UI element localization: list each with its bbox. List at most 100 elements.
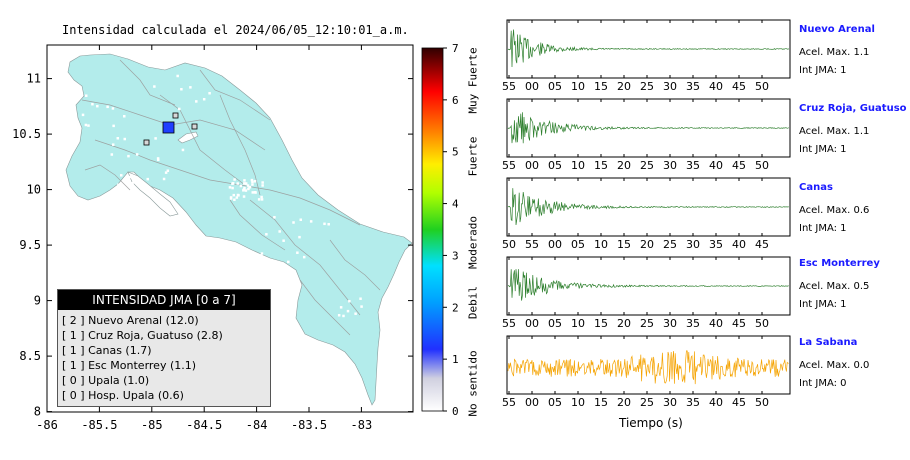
city-dot — [106, 105, 109, 109]
map-x-tick-label: -84 — [246, 418, 268, 432]
city-dot — [120, 174, 123, 177]
city-dot — [110, 153, 114, 156]
city-dot — [278, 230, 281, 233]
legend-row: [ 1 ] Esc Monterrey (1.1) — [62, 359, 197, 372]
time-tick-label: 50 — [502, 238, 516, 251]
city-dot — [232, 193, 236, 197]
city-dot — [251, 191, 255, 194]
colorbar-label-fuerte: Fuerte — [466, 136, 480, 177]
colorbar-label-no-sentido: No sentido — [466, 350, 480, 417]
city-dot — [111, 143, 115, 146]
colorbar-tick-label: 2 — [452, 301, 459, 314]
time-tick-label: 40 — [709, 317, 723, 330]
waveform-panel: 55 00 05 10 15 20 25 30 35 40 45 50 — [502, 335, 791, 409]
time-tick-label: 25 — [663, 238, 677, 251]
city-dot — [156, 158, 160, 162]
city-dot — [228, 186, 232, 189]
time-tick-label: 25 — [640, 159, 654, 172]
city-dot — [231, 186, 234, 190]
station-marker-canas[interactable] — [143, 139, 150, 146]
city-dot — [96, 104, 99, 108]
city-dot — [243, 182, 247, 185]
time-tick-label: 00 — [525, 317, 539, 330]
city-dot — [81, 113, 85, 117]
waveform-trace — [507, 29, 789, 68]
station-name-esc-monterrey: Esc Monterrey — [799, 258, 880, 269]
time-tick-label: 10 — [571, 396, 585, 409]
waveform-trace — [507, 112, 789, 144]
city-dot — [253, 191, 257, 194]
colorbar-tick-label: 0 — [452, 405, 459, 418]
colorbar — [421, 47, 444, 412]
time-tick-label: 35 — [686, 317, 700, 330]
time-tick-label: 45 — [755, 238, 769, 251]
time-tick-label: 45 — [732, 80, 746, 93]
time-tick-label: 00 — [525, 159, 539, 172]
waveform-trace — [507, 350, 789, 385]
city-dot — [242, 195, 246, 198]
city-dot — [178, 107, 181, 111]
city-dot — [231, 182, 235, 185]
time-tick-label: 00 — [525, 80, 539, 93]
city-dots — [81, 74, 363, 318]
colorbar-tick-label: 6 — [452, 94, 459, 107]
time-tick-label: 15 — [617, 238, 631, 251]
station-marker-cruz-roja[interactable] — [172, 112, 179, 119]
map-y-tick-label: 9.5 — [19, 238, 41, 252]
waveform-trace — [507, 188, 789, 226]
time-tick-label: 30 — [663, 80, 677, 93]
intensity-legend: INTENSIDAD JMA [0 a 7] [ 2 ] Nuevo Arena… — [57, 289, 271, 407]
time-tick-label: 20 — [617, 317, 631, 330]
time-tick-label: 25 — [640, 396, 654, 409]
city-dot — [248, 185, 252, 189]
map-y-tick-label: 8.5 — [19, 349, 41, 363]
city-dot — [260, 198, 264, 201]
time-tick-label: 30 — [663, 159, 677, 172]
time-tick-label: 50 — [755, 159, 769, 172]
city-dot — [339, 306, 343, 309]
time-tick-label: 10 — [571, 159, 585, 172]
time-tick-label: 45 — [732, 159, 746, 172]
time-tick-label: 20 — [617, 396, 631, 409]
station-jma: Int JMA: 1 — [799, 223, 847, 234]
city-dot — [128, 175, 131, 179]
station-marker-nuevo-arenal[interactable] — [162, 121, 175, 134]
city-dot — [261, 181, 264, 184]
city-dot — [348, 299, 351, 303]
station-jma: Int JMA: 0 — [799, 378, 847, 389]
city-dot — [154, 137, 157, 140]
time-tick-label: 40 — [709, 80, 723, 93]
city-dot — [180, 87, 183, 91]
city-dot — [166, 169, 170, 172]
time-tick-label: 35 — [686, 159, 700, 172]
map-x-tick-label: -84.5 — [186, 418, 222, 432]
time-tick-label: 05 — [548, 317, 562, 330]
time-tick-label: 20 — [617, 159, 631, 172]
city-dot — [208, 91, 211, 95]
city-dot — [250, 178, 254, 182]
city-dot — [87, 124, 90, 127]
time-tick-label: 35 — [686, 396, 700, 409]
city-dot — [257, 198, 261, 201]
time-tick-label: 55 — [502, 80, 516, 93]
city-dot — [282, 239, 285, 242]
map-x-tick-label: -85 — [141, 418, 163, 432]
colorbar-tick-label: 7 — [452, 42, 459, 55]
legend-row: [ 1 ] Cruz Roja, Guatuso (2.8) — [62, 329, 223, 342]
city-dot — [287, 260, 290, 264]
city-dot — [235, 196, 239, 199]
city-dot — [176, 74, 179, 78]
city-dot — [181, 148, 185, 152]
time-tick-label: 55 — [502, 396, 516, 409]
city-dot — [91, 102, 94, 106]
city-dot — [253, 180, 257, 183]
time-tick-label: 50 — [755, 80, 769, 93]
station-accel: Acel. Max. 0.5 — [799, 281, 870, 292]
time-tick-label: 00 — [548, 238, 562, 251]
city-dot — [251, 183, 254, 186]
map-y-tick-label: 8 — [34, 405, 41, 419]
station-marker-esc-monterrey[interactable] — [191, 123, 198, 130]
city-dot — [153, 85, 156, 88]
city-dot — [112, 124, 115, 128]
city-dot — [116, 137, 120, 140]
